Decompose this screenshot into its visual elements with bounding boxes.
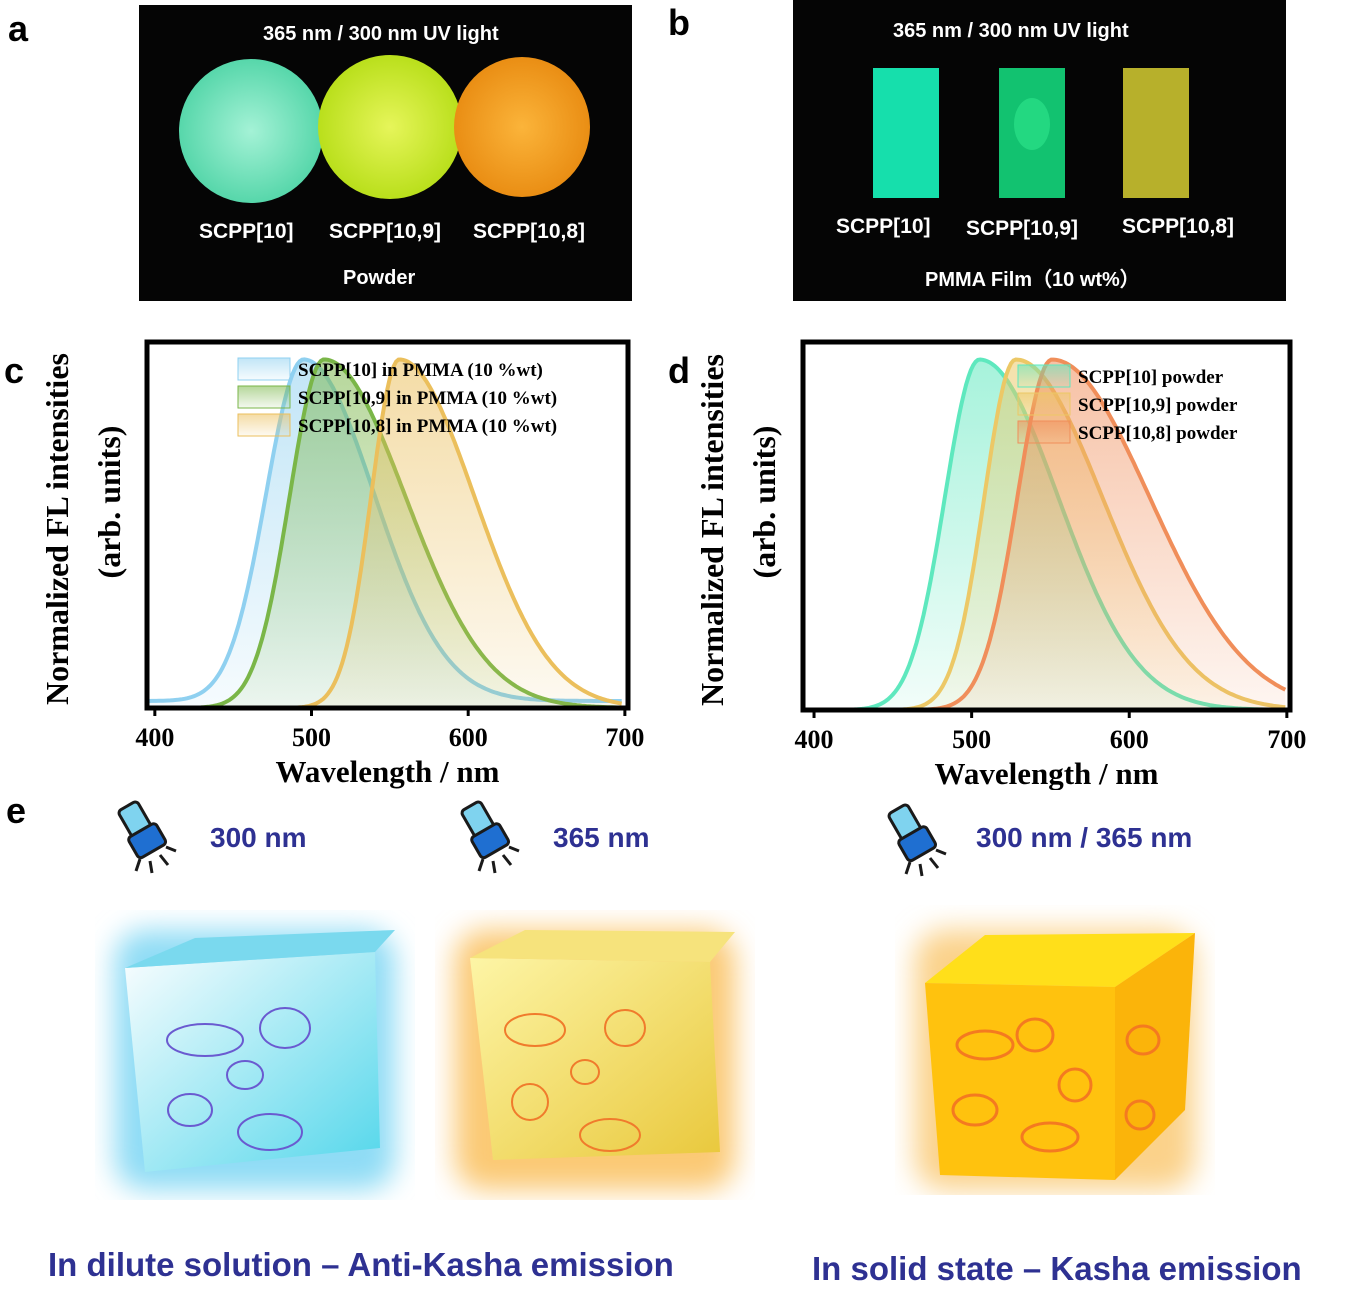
- legend-swatch: [1017, 364, 1071, 388]
- x-tick-label: 500: [952, 725, 991, 754]
- vial-scpp10: [179, 59, 323, 203]
- caption-dilute-solution: In dilute solution – Anti-Kasha emission: [48, 1246, 674, 1283]
- plot-frame: [800, 339, 1293, 713]
- panel-label-e: e: [6, 790, 27, 831]
- photo-a-sample-2: SCPP[10,9]: [329, 220, 442, 243]
- photo-b-sample-3: SCPP[10,8]: [1122, 215, 1235, 238]
- x-axis-title: Wavelength / nm: [935, 756, 1159, 790]
- x-tick-label: 600: [1110, 725, 1149, 754]
- y-axis-subtitle: (arb. units): [746, 426, 782, 579]
- plot-frame: [144, 339, 631, 711]
- x-tick-label: 700: [605, 723, 644, 752]
- photo-a-footer: Powder: [343, 267, 416, 289]
- legend-label: SCPP[10,8] in PMMA (10 %wt): [298, 416, 557, 437]
- panel-label-b: b: [668, 2, 690, 43]
- x-tick-label: 400: [135, 723, 174, 752]
- y-axis-subtitle: (arb. units): [91, 426, 127, 579]
- panel-label-d: d: [668, 350, 690, 391]
- photo-b-footer: PMMA Film（10 wt%）: [925, 269, 1140, 291]
- x-tick-label: 700: [1267, 725, 1306, 754]
- wavelength-label-2: 365 nm: [553, 822, 650, 853]
- legend-label: SCPP[10,8] powder: [1078, 423, 1238, 444]
- powder-vials: [179, 55, 590, 203]
- legend-swatch: [237, 357, 291, 381]
- legend-swatch: [237, 385, 291, 409]
- wavelength-label-1: 300 nm: [210, 822, 307, 853]
- film-scpp10-8: [1123, 68, 1189, 198]
- flashlight-icon: [117, 800, 177, 874]
- photo-b-sample-1: SCPP[10]: [836, 215, 931, 238]
- solution-cube-yellow: [455, 930, 735, 1190]
- legend-swatch: [237, 413, 291, 437]
- photo-a-sample-1: SCPP[10]: [199, 220, 294, 243]
- y-axis-title: Normalized FL intensities: [694, 354, 730, 706]
- x-tick-label: 400: [795, 725, 834, 754]
- legend-label: SCPP[10,9] powder: [1078, 395, 1238, 416]
- pmma-films: [873, 68, 1189, 198]
- legend-label: SCPP[10] in PMMA (10 %wt): [298, 360, 543, 381]
- vial-scpp10-9: [318, 55, 462, 199]
- x-tick-label: 600: [449, 723, 488, 752]
- film-photo: 365 nm / 300 nm UV light SCPP[10] SCPP[1…: [793, 0, 1286, 301]
- photo-a-sample-3: SCPP[10,8]: [473, 220, 586, 243]
- x-axis-title: Wavelength / nm: [276, 754, 500, 789]
- caption-solid-state: In solid state – Kasha emission: [812, 1250, 1302, 1287]
- series-area-3: [147, 359, 622, 708]
- vial-scpp10-8: [454, 57, 590, 197]
- flashlight-icon: [460, 800, 520, 874]
- flashlight-icon: [887, 803, 947, 877]
- legend-label: SCPP[10] powder: [1078, 367, 1224, 388]
- legend-swatch: [1017, 392, 1071, 416]
- chart-c: 400 500 600 700 Wavelength / nm Normalized FL…: [39, 339, 644, 789]
- solution-cube-blue: [115, 930, 395, 1190]
- panel-label-a: a: [8, 8, 29, 49]
- panel-label-c: c: [4, 350, 25, 391]
- chart-d: 400 500 600 700 Wavelength / nm Normalized FL…: [694, 339, 1306, 790]
- series-area-3: [803, 359, 1286, 710]
- photo-b-sample-2: SCPP[10,9]: [966, 217, 1079, 240]
- solid-state-cube: [915, 930, 1195, 1190]
- film-scpp10: [873, 68, 939, 198]
- x-tick-label: 500: [292, 723, 331, 752]
- wavelength-label-3: 300 nm / 365 nm: [976, 822, 1193, 853]
- powder-photo: 365 nm / 300 nm UV light SCPP[10] SCPP[1…: [139, 5, 632, 301]
- legend-swatch: [1017, 420, 1071, 444]
- photo-a-title: 365 nm / 300 nm UV light: [263, 23, 499, 45]
- photo-b-title: 365 nm / 300 nm UV light: [893, 20, 1129, 42]
- y-axis-title: Normalized FL intensities: [39, 353, 75, 705]
- legend-label: SCPP[10,9] in PMMA (10 %wt): [298, 388, 557, 409]
